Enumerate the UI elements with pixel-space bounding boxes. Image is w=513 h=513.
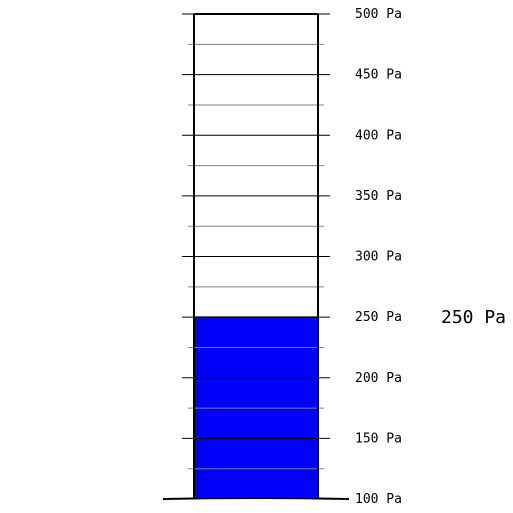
tick-label: 350 Pa <box>355 189 402 204</box>
gauge-label-layer: 100 Pa 150 Pa 200 Pa 250 Pa 300 Pa 350 Pa 400 … <box>355 7 402 507</box>
tick-label: 100 Pa <box>355 492 402 507</box>
tick-label: 300 Pa <box>355 250 402 265</box>
tick-label: 450 Pa <box>355 68 402 83</box>
tick-label: 500 Pa <box>355 7 402 22</box>
tick-label: 150 Pa <box>355 431 402 446</box>
gauge-readout: 250 Pa <box>441 307 506 328</box>
gauge-tick-layer <box>182 13 330 470</box>
tick-label: 400 Pa <box>355 128 402 143</box>
gauge-outline-layer <box>162 13 350 500</box>
tick-label: 250 Pa <box>355 310 402 325</box>
tube-base <box>162 497 350 500</box>
tick-label: 200 Pa <box>355 371 402 386</box>
